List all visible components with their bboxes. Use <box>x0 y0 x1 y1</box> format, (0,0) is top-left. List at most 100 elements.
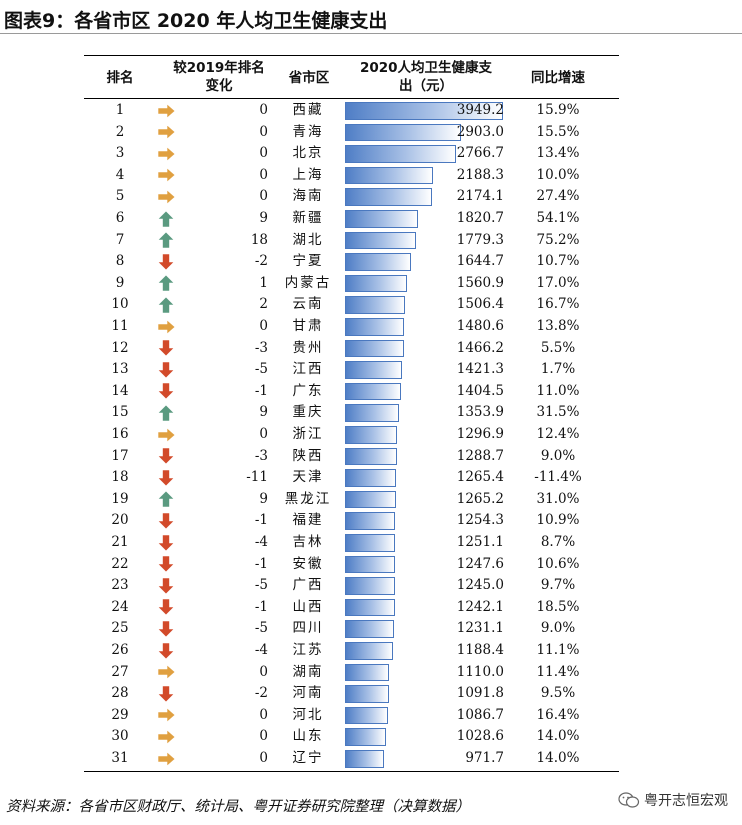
rank-cell: 5 <box>115 188 125 205</box>
growth-cell: 10.7% <box>536 253 580 270</box>
province-cell: 广西 <box>292 577 324 594</box>
rank-change-cell: -3 <box>254 447 268 464</box>
province-cell: 安徽 <box>292 555 324 572</box>
value-cell: 971.7 <box>465 750 504 766</box>
value-cell: 1353.9 <box>456 404 504 421</box>
header-growth: 同比增速 <box>531 70 585 86</box>
arrow-down-icon <box>157 361 175 379</box>
value-cell: 1421.3 <box>456 361 504 378</box>
arrow-right-icon <box>157 124 176 140</box>
table-row: 29 0 河北 1086.7 16.4% <box>84 705 619 727</box>
growth-cell: 9.0% <box>540 447 576 464</box>
value-cell: 1506.4 <box>456 296 504 313</box>
value-bar <box>345 534 396 552</box>
value-bar <box>345 253 411 271</box>
rank-cell: 29 <box>111 706 129 723</box>
table-row: 20 -1 福建 1254.3 10.9% <box>84 510 619 532</box>
arrow-right-icon <box>157 750 176 767</box>
growth-cell: 15.9% <box>536 102 580 118</box>
province-cell: 河南 <box>292 685 324 702</box>
table-row: 1 0 西藏 3949.2 15.9% <box>84 100 619 122</box>
province-cell: 辽宁 <box>292 750 324 766</box>
value-cell: 1231.1 <box>456 620 504 637</box>
value-cell: 1028.6 <box>456 728 504 745</box>
rank-cell: 17 <box>111 447 129 464</box>
table-row: 17 -3 陕西 1288.7 9.0% <box>84 446 619 468</box>
province-cell: 陕西 <box>292 447 324 464</box>
rank-change-arrow <box>154 143 178 165</box>
rank-cell: 14 <box>111 382 129 399</box>
value-cell: 2188.3 <box>456 166 504 183</box>
value-bar <box>345 663 390 682</box>
rank-cell: 6 <box>115 210 125 226</box>
rank-change-cell: 0 <box>259 750 268 766</box>
value-cell: 1110.0 <box>456 663 504 680</box>
growth-cell: 27.4% <box>536 188 580 205</box>
rank-change-arrow <box>154 230 178 252</box>
rank-cell: 4 <box>115 166 125 183</box>
arrow-right-icon <box>157 102 176 119</box>
rank-change-cell: 2 <box>259 296 268 313</box>
value-cell: 1265.2 <box>456 490 504 507</box>
value-bar <box>345 404 400 422</box>
growth-cell: 75.2% <box>536 231 580 248</box>
province-cell: 贵州 <box>292 339 324 356</box>
table-row: 16 0 浙江 1296.9 12.4% <box>84 424 619 446</box>
rank-change-cell: 0 <box>259 166 268 183</box>
source-note: 资料来源：各省市区财政厅、统计局、粤开证券研究院整理（决算数据） <box>6 799 470 815</box>
value-bar <box>345 296 406 314</box>
rank-change-cell: -1 <box>254 382 268 399</box>
value-cell: 1247.6 <box>456 555 504 572</box>
province-cell: 吉林 <box>292 534 324 550</box>
arrow-right-icon <box>157 167 176 183</box>
arrow-down-icon <box>157 253 175 271</box>
value-bar <box>345 642 393 660</box>
table-row: 27 0 湖南 1110.0 11.4% <box>84 662 619 684</box>
value-cell: 1254.3 <box>456 512 504 529</box>
title-divider <box>0 33 742 34</box>
growth-cell: 16.7% <box>536 296 580 313</box>
value-cell: 2174.1 <box>456 188 504 205</box>
growth-cell: 8.7% <box>540 534 576 550</box>
rank-change-arrow <box>154 316 178 338</box>
province-cell: 江苏 <box>292 642 324 658</box>
growth-cell: 10.9% <box>536 512 580 529</box>
rank-cell: 12 <box>111 339 129 356</box>
rank-change-arrow <box>154 683 178 705</box>
value-bar <box>345 750 384 768</box>
rank-change-arrow <box>154 554 178 576</box>
province-cell: 宁夏 <box>292 253 324 270</box>
chart-title: 图表9：各省市区 2020 年人均卫生健康支出 <box>4 10 388 32</box>
table-row: 9 1 内蒙古 1560.9 17.0% <box>84 273 619 295</box>
rank-cell: 25 <box>111 620 129 637</box>
value-bar <box>345 339 404 358</box>
arrow-down-icon <box>157 382 175 400</box>
value-bar <box>345 598 395 617</box>
rank-change-cell: -11 <box>246 469 268 486</box>
rank-change-arrow <box>154 467 178 489</box>
arrow-down-icon <box>157 685 175 703</box>
growth-cell: 14.0% <box>536 728 580 745</box>
growth-cell: 1.7% <box>540 361 576 378</box>
province-cell: 青海 <box>292 123 324 140</box>
table-row: 3 0 北京 2766.7 13.4% <box>84 143 619 165</box>
rank-change-cell: -2 <box>254 685 268 702</box>
rank-cell: 24 <box>111 598 129 615</box>
province-cell: 山西 <box>292 598 324 615</box>
growth-cell: 9.5% <box>540 685 576 702</box>
header-value-line2: 出（元） <box>399 78 453 94</box>
arrow-down-icon <box>157 469 175 487</box>
value-bar <box>345 231 417 250</box>
arrow-up-icon <box>157 274 175 292</box>
value-bar <box>345 166 433 185</box>
growth-cell: 15.5% <box>536 123 580 140</box>
value-bar <box>345 512 396 530</box>
rank-change-arrow <box>154 662 178 684</box>
rank-cell: 23 <box>111 577 129 594</box>
province-cell: 上海 <box>292 166 324 183</box>
growth-cell: 11.1% <box>536 642 580 658</box>
rank-change-arrow <box>154 208 178 230</box>
growth-cell: 10.6% <box>536 555 580 572</box>
rank-change-arrow <box>154 489 178 511</box>
rank-cell: 21 <box>111 534 129 550</box>
